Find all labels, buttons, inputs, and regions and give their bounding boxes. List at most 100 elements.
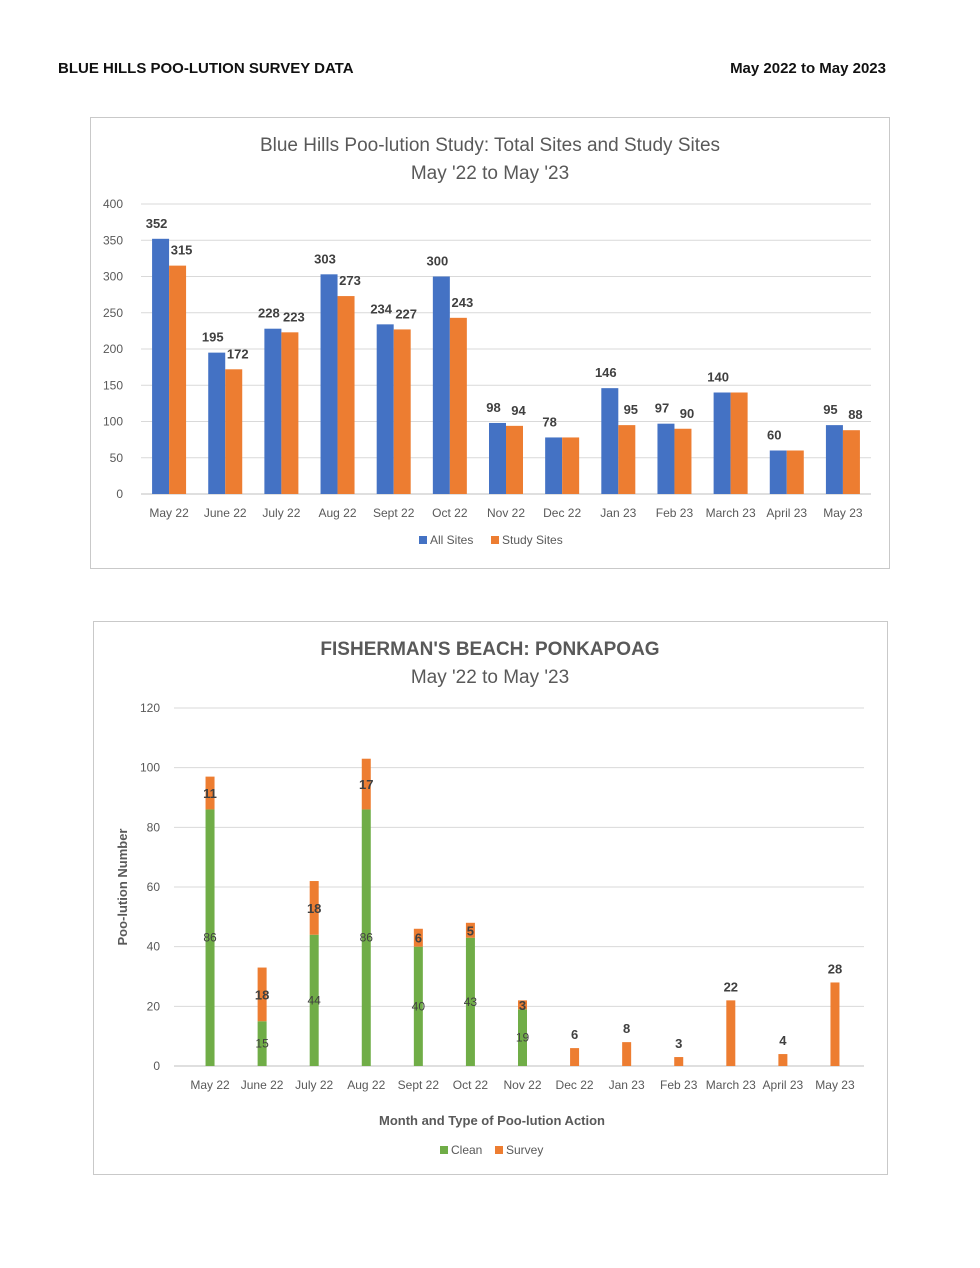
data-label: 95 xyxy=(624,402,638,417)
x-tick-label: Feb 23 xyxy=(660,1078,698,1092)
data-label: 90 xyxy=(680,406,694,421)
bar-all-sites xyxy=(152,238,170,494)
data-label: 315 xyxy=(171,243,193,258)
bar-all-sites xyxy=(208,352,226,494)
legend-swatch xyxy=(491,536,499,544)
data-label: 140 xyxy=(707,370,729,385)
y-tick-label: 350 xyxy=(103,233,123,247)
bar-clean xyxy=(309,934,319,1066)
data-label: 352 xyxy=(146,216,168,231)
bar-clean xyxy=(205,809,215,1066)
data-label: 94 xyxy=(511,403,526,418)
chart-subtitle: May '22 to May '23 xyxy=(411,667,569,688)
x-tick-label: Nov 22 xyxy=(503,1078,541,1092)
bar-study-sites xyxy=(337,296,355,494)
data-label-clean: 44 xyxy=(308,993,322,1007)
y-tick-label: 150 xyxy=(103,378,123,392)
data-label-survey: 18 xyxy=(255,987,269,1002)
data-label-survey: 18 xyxy=(307,901,321,916)
page-title: BLUE HILLS POO-LUTION SURVEY DATA xyxy=(58,60,354,77)
chart-subtitle: May '22 to May '23 xyxy=(411,163,569,184)
bar-all-sites xyxy=(657,423,675,494)
data-label-clean: 86 xyxy=(360,931,374,945)
date-range: May 2022 to May 2023 xyxy=(730,60,886,77)
data-label: 195 xyxy=(202,330,224,345)
y-tick-label: 120 xyxy=(140,701,160,715)
data-label-clean: 19 xyxy=(516,1031,530,1045)
bar-all-sites xyxy=(545,437,563,494)
bar-clean xyxy=(518,1009,527,1066)
x-tick-label: May 23 xyxy=(823,506,863,520)
x-axis-label: Month and Type of Poo-lution Action xyxy=(379,1113,605,1128)
bar-study-sites xyxy=(730,392,748,494)
x-tick-label: May 22 xyxy=(149,506,189,520)
legend-label: Study Sites xyxy=(502,533,563,547)
x-tick-label: April 23 xyxy=(766,506,807,520)
x-tick-label: Oct 22 xyxy=(432,506,468,520)
legend-label: Clean xyxy=(451,1143,482,1157)
data-label-survey: 3 xyxy=(675,1036,682,1051)
y-tick-label: 0 xyxy=(153,1059,160,1073)
bar-survey xyxy=(413,928,423,947)
data-label: 88 xyxy=(848,407,862,422)
data-label: 227 xyxy=(395,306,417,321)
data-label-survey: 6 xyxy=(571,1027,578,1042)
data-label-clean: 15 xyxy=(255,1037,269,1051)
legend-swatch xyxy=(440,1146,448,1154)
y-tick-label: 250 xyxy=(103,306,123,320)
x-tick-label: June 22 xyxy=(204,506,247,520)
x-tick-label: July 22 xyxy=(262,506,300,520)
bar-all-sites xyxy=(489,422,506,494)
bar-study-sites xyxy=(225,369,243,494)
bar-clean xyxy=(465,937,475,1066)
data-label-clean: 40 xyxy=(412,999,426,1013)
x-tick-label: May 22 xyxy=(190,1078,230,1092)
sites-chart-svg: Blue Hills Poo-lution Study: Total Sites… xyxy=(103,135,871,547)
data-label-survey: 28 xyxy=(828,961,842,976)
legend-label: Survey xyxy=(506,1143,543,1157)
bar-all-sites xyxy=(601,388,619,494)
legend-swatch xyxy=(419,536,427,544)
bar-survey xyxy=(778,1054,788,1066)
bar-clean xyxy=(361,809,371,1066)
bar-study-sites xyxy=(618,425,636,494)
data-label: 95 xyxy=(823,402,837,417)
bar-study-sites xyxy=(393,329,411,494)
y-tick-label: 80 xyxy=(147,820,161,834)
bar-all-sites xyxy=(713,392,731,494)
data-label: 97 xyxy=(655,401,669,416)
bar-survey xyxy=(830,982,840,1066)
bar-study-sites xyxy=(169,265,187,494)
x-tick-label: Aug 22 xyxy=(347,1078,385,1092)
bar-all-sites xyxy=(376,324,394,494)
data-label: 273 xyxy=(339,273,361,288)
data-label-survey: 4 xyxy=(779,1033,787,1048)
y-tick-label: 400 xyxy=(103,197,123,211)
legend-label: All Sites xyxy=(430,533,473,547)
x-tick-label: Jan 23 xyxy=(600,506,636,520)
y-tick-label: 200 xyxy=(103,342,123,356)
y-tick-label: 100 xyxy=(103,415,123,429)
x-tick-label: Dec 22 xyxy=(556,1078,594,1092)
data-label-survey: 8 xyxy=(623,1021,630,1036)
bar-all-sites xyxy=(769,450,787,494)
bar-clean xyxy=(413,946,423,1066)
fishermans-beach-chart: FISHERMAN'S BEACH: PONKAPOAG May '22 to M… xyxy=(93,621,888,1175)
bar-all-sites xyxy=(432,276,450,494)
x-tick-label: Aug 22 xyxy=(319,506,357,520)
legend-swatch xyxy=(495,1146,503,1154)
bar-all-sites xyxy=(264,328,282,494)
bar-survey xyxy=(257,967,267,1022)
data-label-survey: 22 xyxy=(724,979,738,994)
bar-study-sites xyxy=(449,317,467,494)
x-tick-label: March 23 xyxy=(706,506,756,520)
x-tick-label: May 23 xyxy=(815,1078,855,1092)
x-tick-label: Sept 22 xyxy=(398,1078,440,1092)
bar-clean xyxy=(257,1021,267,1066)
x-tick-label: Jan 23 xyxy=(609,1078,645,1092)
bar-survey xyxy=(465,922,475,938)
y-tick-label: 20 xyxy=(147,999,161,1013)
x-tick-label: Nov 22 xyxy=(487,506,525,520)
data-label: 172 xyxy=(227,346,249,361)
bar-study-sites xyxy=(786,450,804,494)
